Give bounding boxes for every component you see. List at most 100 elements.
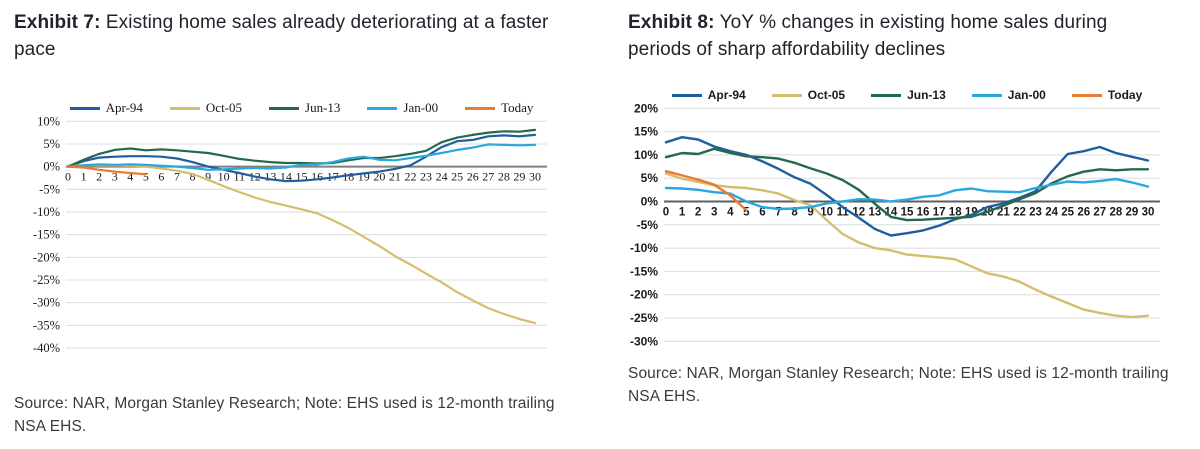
x-axis-tick-label: 2 (695, 207, 701, 219)
exhibit-8-chart: 20%15%10%5%0%-5%-10%-15%-20%-25%-30%0 1 2 3… (630, 101, 1160, 348)
legend-label: Oct-05 (205, 100, 243, 115)
x-axis-tick-label: 11 (233, 170, 245, 184)
legend-item-oct-05: Oct-05 (771, 88, 846, 102)
series-line-jan-00 (66, 143, 537, 171)
exhibit-8-label: Exhibit 8: (628, 12, 715, 33)
series-line-jan-00 (664, 177, 1150, 211)
exhibit-8-legend: Apr-94 Oct-05 Jun-13 Jan-00 Today (666, 88, 1148, 102)
x-axis-tick-label: 5 (743, 207, 750, 219)
x-axis-tick-label: 17 (933, 207, 946, 219)
legend-item-jun-13: Jun-13 (269, 100, 340, 116)
legend-label: Apr-94 (105, 100, 143, 115)
y-axis-tick-label: -10% (33, 205, 60, 219)
x-axis-tick-label: 30 (529, 170, 541, 184)
y-axis-tick-label: 10% (37, 114, 60, 128)
legend-item-apr-94: Apr-94 (671, 88, 746, 102)
x-axis-tick-label: 7 (174, 170, 180, 184)
legend-item-jun-13: Jun-13 (871, 88, 946, 102)
legend-swatch-icon (971, 93, 1002, 97)
x-axis-tick-label: 10 (218, 170, 230, 184)
y-axis-tick-label: -25% (630, 311, 658, 325)
y-axis-tick-label: -30% (630, 334, 658, 348)
legend-item-jan-00: Jan-00 (971, 88, 1046, 102)
y-axis-tick-label: 5% (43, 137, 60, 151)
legend-swatch-icon (465, 106, 496, 110)
x-axis-tick-label: 26 (467, 170, 479, 184)
x-axis-tick-label: 13 (868, 207, 881, 219)
series-line-oct-05 (664, 172, 1150, 319)
series-line-oct-05 (66, 164, 537, 325)
x-axis-tick-label: 5 (143, 170, 149, 184)
x-axis-tick-label: 27 (482, 170, 494, 184)
series-line-today (664, 169, 748, 212)
x-axis-tick-label: 6 (158, 170, 164, 184)
y-axis-tick-label: 15% (634, 125, 658, 139)
x-axis-tick-label: 4 (127, 170, 133, 184)
exhibit-7-label: Exhibit 7: (14, 12, 101, 33)
legend-item-today: Today (465, 100, 533, 116)
legend-label: Apr-94 (707, 88, 746, 102)
legend-label: Today (1107, 88, 1143, 102)
y-axis-tick-label: -35% (33, 318, 60, 332)
y-axis-tick-label: -5% (39, 182, 60, 196)
y-axis-tick-label: 0% (43, 160, 60, 174)
exhibit-8-source-note: Source: NAR, Morgan Stanley Research; No… (628, 365, 1169, 405)
legend-item-today: Today (1071, 88, 1143, 102)
x-axis-tick-label: 21 (997, 207, 1010, 219)
x-axis-tick-label: 24 (436, 170, 448, 184)
legend-item-apr-94: Apr-94 (69, 100, 143, 116)
exhibit-7-source-note: Source: NAR, Morgan Stanley Research; No… (14, 395, 555, 435)
x-axis-tick-label: 20 (373, 170, 385, 184)
x-axis-tick-label: 9 (205, 170, 211, 184)
x-axis-tick-label: 15 (901, 207, 914, 219)
x-axis-tick-label: 21 (389, 170, 401, 184)
y-axis-tick-label: -10% (630, 241, 658, 255)
x-axis-tick-label: 18 (342, 170, 354, 184)
series-line-today (66, 165, 147, 176)
x-axis-tick-label: 18 (949, 207, 962, 219)
x-axis-tick-label: 25 (451, 170, 463, 184)
y-axis-tick-label: 5% (641, 171, 659, 185)
x-axis-tick-label: 2 (96, 170, 102, 184)
legend-label: Oct-05 (807, 88, 846, 102)
legend-swatch-icon (871, 93, 902, 97)
x-axis-tick-label: 16 (311, 170, 323, 184)
x-axis-tick-label: 0 (663, 207, 669, 219)
x-axis-tick-label: 23 (420, 170, 432, 184)
series-line-jun-13 (66, 128, 537, 168)
exhibit-8-title-text: YoY % changes in existing home sales dur… (628, 12, 1108, 60)
exhibit-7-panel: Exhibit 7: Existing home sales already d… (14, 10, 590, 435)
x-axis-tick-label: 19 (358, 170, 370, 184)
exhibit-7-title-text: Existing home sales already deterioratin… (14, 12, 549, 60)
legend-item-oct-05: Oct-05 (169, 100, 243, 116)
y-axis-tick-label: -20% (630, 288, 658, 302)
x-axis-tick-label: 22 (404, 170, 416, 184)
y-axis-tick-label: -15% (630, 264, 658, 278)
x-axis-tick-label: 29 (513, 170, 525, 184)
legend-swatch-icon (69, 106, 100, 110)
x-axis-tick-label: 0 (65, 170, 71, 184)
y-axis-tick-label: -25% (33, 273, 60, 287)
legend-swatch-icon (671, 93, 702, 97)
series-line-apr-94 (66, 133, 537, 183)
series-line-jun-13 (664, 147, 1150, 222)
x-axis-tick-label: 23 (1029, 207, 1042, 219)
legend-label: Jun-13 (305, 100, 341, 115)
x-axis-tick-label: 28 (498, 170, 510, 184)
y-axis-tick-label: 10% (634, 148, 658, 162)
x-axis-tick-label: 30 (1142, 207, 1155, 219)
x-axis-tick-label: 25 (1061, 207, 1074, 219)
exhibit-7-chart: 10%5%0%-5%-10%-15%-20%-25%-30%-35%-40%0 1… (33, 114, 547, 355)
y-axis-tick-label: -20% (33, 250, 60, 264)
x-axis-tick-label: 26 (1077, 207, 1090, 219)
legend-label: Jan-00 (403, 100, 439, 115)
x-axis-tick-label: 3 (112, 170, 118, 184)
legend-swatch-icon (169, 106, 200, 110)
legend-swatch-icon (367, 106, 398, 110)
x-axis-tick-label: 1 (81, 170, 87, 184)
y-axis-tick-label: 20% (634, 101, 658, 115)
x-axis-tick-label: 7 (775, 207, 781, 219)
x-axis-tick-label: 1 (679, 207, 686, 219)
x-axis-tick-label: 29 (1126, 207, 1139, 219)
